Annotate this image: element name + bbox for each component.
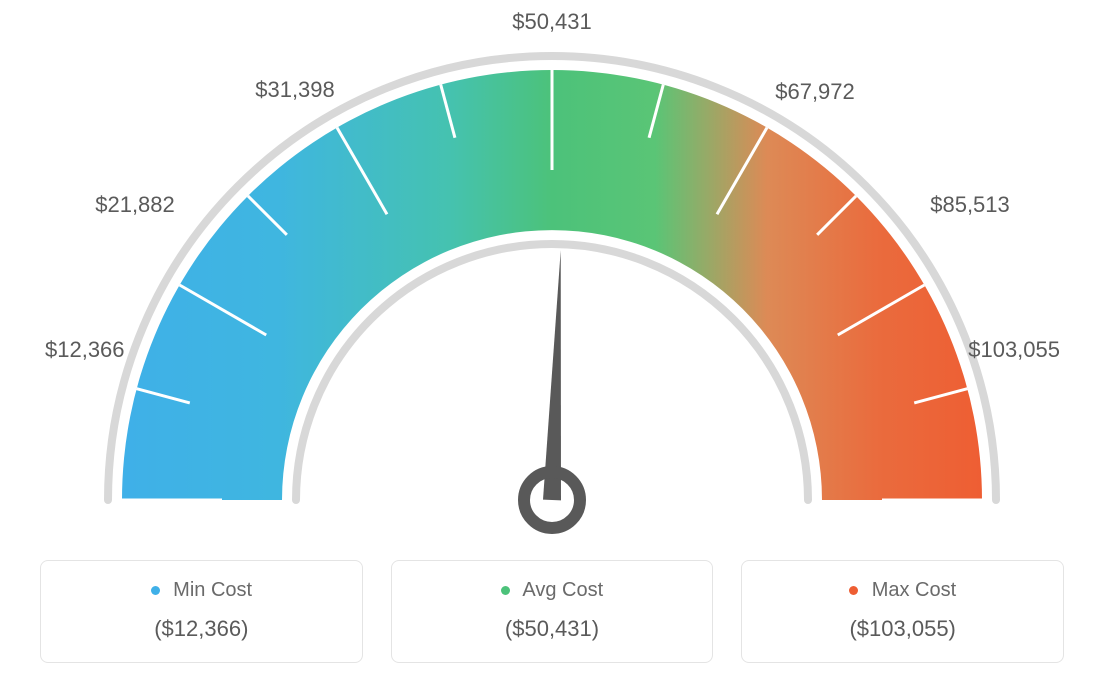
max-cost-card: Max Cost ($103,055): [741, 560, 1064, 663]
dot-icon: [501, 586, 510, 595]
max-cost-title: Max Cost: [752, 579, 1053, 602]
gauge-svg: [0, 0, 1104, 560]
max-cost-value: ($103,055): [752, 616, 1053, 642]
max-cost-title-text: Max Cost: [872, 579, 956, 601]
dot-icon: [849, 586, 858, 595]
summary-cards: Min Cost ($12,366) Avg Cost ($50,431) Ma…: [0, 560, 1104, 693]
gauge-tick-label: $50,431: [512, 9, 592, 35]
gauge-tick-label: $85,513: [930, 192, 1010, 218]
avg-cost-title-text: Avg Cost: [522, 579, 603, 601]
avg-cost-card: Avg Cost ($50,431): [391, 560, 714, 663]
gauge-tick-label: $21,882: [95, 192, 175, 218]
gauge-tick-label: $12,366: [45, 337, 125, 363]
min-cost-title: Min Cost: [51, 579, 352, 602]
gauge-tick-label: $103,055: [968, 337, 1060, 363]
min-cost-value: ($12,366): [51, 616, 352, 642]
gauge-tick-label: $31,398: [255, 77, 335, 103]
gauge-tick-label: $67,972: [775, 79, 855, 105]
min-cost-title-text: Min Cost: [173, 579, 252, 601]
dot-icon: [151, 586, 160, 595]
min-cost-card: Min Cost ($12,366): [40, 560, 363, 663]
cost-gauge: $12,366 $21,882 $31,398 $50,431 $67,972 $85,5…: [0, 0, 1104, 560]
avg-cost-value: ($50,431): [402, 616, 703, 642]
avg-cost-title: Avg Cost: [402, 579, 703, 602]
